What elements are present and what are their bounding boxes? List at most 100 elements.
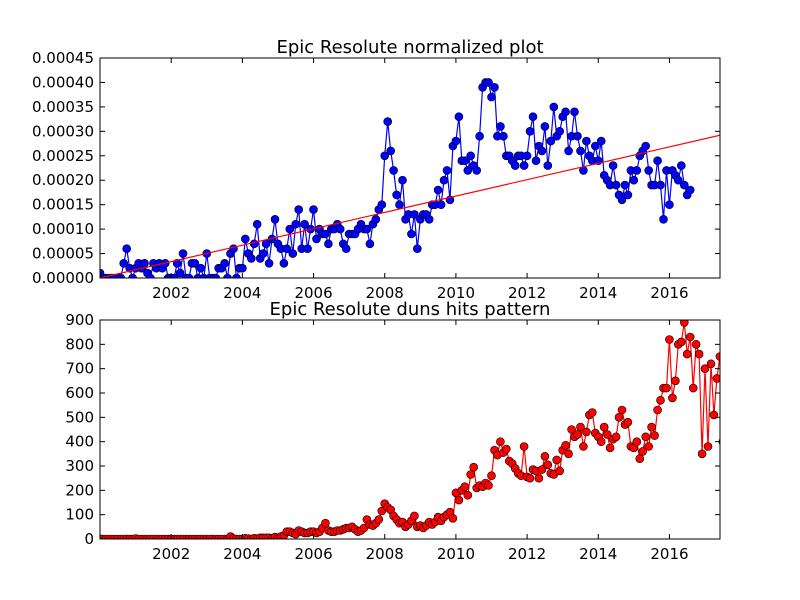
- data-point: [282, 244, 292, 253]
- data-point: [697, 449, 707, 459]
- data-point: [362, 224, 372, 234]
- data-point: [682, 349, 692, 359]
- y-tick-label: 0.00005: [32, 245, 94, 263]
- data-point: [341, 244, 351, 253]
- data-point: [279, 258, 289, 268]
- data-point: [605, 443, 615, 453]
- data-point: [371, 215, 381, 224]
- series-group: [100, 78, 720, 278]
- y-tick-label: 400: [65, 433, 94, 451]
- data-point: [501, 444, 511, 454]
- data-point: [573, 430, 582, 439]
- data-point: [448, 513, 458, 523]
- data-point: [383, 117, 393, 126]
- data-point: [623, 190, 633, 200]
- data-point: [656, 395, 665, 405]
- data-point: [647, 422, 656, 432]
- data-point: [564, 449, 573, 459]
- data-point: [424, 215, 434, 224]
- data-point: [321, 229, 330, 239]
- data-point: [534, 473, 544, 483]
- data-point: [608, 161, 618, 170]
- data-point: [712, 374, 720, 383]
- data-point: [531, 156, 541, 165]
- x-tick-label: 2012: [508, 545, 546, 563]
- chart-normalized: Epic Resolute normalized plot 2002 2004 20…: [32, 37, 721, 302]
- data-point: [691, 339, 701, 349]
- data-point: [617, 195, 627, 205]
- data-point: [229, 244, 238, 253]
- data-point: [567, 425, 576, 434]
- data-point: [641, 432, 651, 442]
- data-point: [312, 234, 321, 244]
- data-point: [602, 430, 612, 439]
- x-tick-label: 2004: [223, 545, 261, 563]
- data-point: [679, 180, 689, 190]
- data-point: [436, 200, 446, 209]
- series-group: [100, 320, 720, 539]
- data-point: [442, 166, 452, 175]
- y-tick-label: 0.00025: [32, 147, 94, 165]
- plot-area: [100, 320, 720, 539]
- data-point: [644, 166, 654, 175]
- data-point: [632, 166, 642, 175]
- x-tick-label: 2006: [294, 545, 332, 563]
- data-point: [433, 185, 443, 195]
- y-tick-label: 200: [65, 481, 94, 499]
- data-point: [564, 146, 573, 156]
- data-point: [540, 122, 550, 131]
- axis-ticks: 2002 2004 2006 2008 2010 2012 2014 2016 0 100 200 3…: [65, 311, 720, 563]
- data-point: [596, 437, 606, 447]
- data-point: [294, 205, 304, 214]
- chart-title: Epic Resolute duns hits pattern: [270, 299, 551, 320]
- y-tick-label: 500: [65, 408, 94, 426]
- data-point: [398, 175, 407, 185]
- data-point: [582, 427, 591, 437]
- x-tick-label: 2008: [366, 284, 404, 302]
- data-point: [546, 136, 556, 146]
- x-tick-label: 2004: [223, 284, 261, 302]
- data-point: [220, 258, 229, 268]
- data-point: [496, 437, 505, 447]
- data-point: [676, 337, 686, 347]
- data-point: [573, 131, 582, 141]
- data-point: [641, 141, 651, 151]
- data-point: [665, 200, 674, 209]
- data-point: [175, 268, 185, 278]
- data-point: [196, 263, 206, 273]
- data-point: [685, 332, 695, 342]
- data-point: [211, 273, 220, 278]
- data-point: [407, 229, 416, 239]
- data-point: [466, 470, 476, 479]
- data-point: [241, 234, 250, 244]
- data-point: [454, 495, 464, 505]
- data-point: [525, 127, 535, 136]
- data-point: [451, 136, 461, 146]
- data-point: [178, 249, 188, 258]
- data-point: [119, 258, 128, 268]
- y-tick-label: 900: [65, 311, 94, 329]
- data-point: [587, 408, 597, 417]
- data-point: [386, 146, 396, 156]
- y-tick-label: 600: [65, 384, 94, 402]
- x-tick-label: 2012: [508, 284, 546, 302]
- data-point: [555, 127, 565, 136]
- data-point: [288, 249, 298, 258]
- data-point: [484, 78, 493, 87]
- axes-frame: [99, 319, 721, 540]
- y-tick-label: 800: [65, 335, 94, 353]
- x-tick-label: 2016: [650, 545, 688, 563]
- data-point: [671, 376, 680, 386]
- y-tick-label: 300: [65, 457, 94, 475]
- data-point: [264, 258, 274, 268]
- data-point: [519, 442, 529, 451]
- y-tick-label: 0.00035: [32, 98, 94, 116]
- data-point: [549, 102, 559, 112]
- data-point: [576, 422, 585, 432]
- data-point: [454, 112, 464, 121]
- data-point: [496, 122, 505, 131]
- data-point: [656, 180, 665, 190]
- data-point: [238, 263, 247, 273]
- data-point: [460, 156, 470, 165]
